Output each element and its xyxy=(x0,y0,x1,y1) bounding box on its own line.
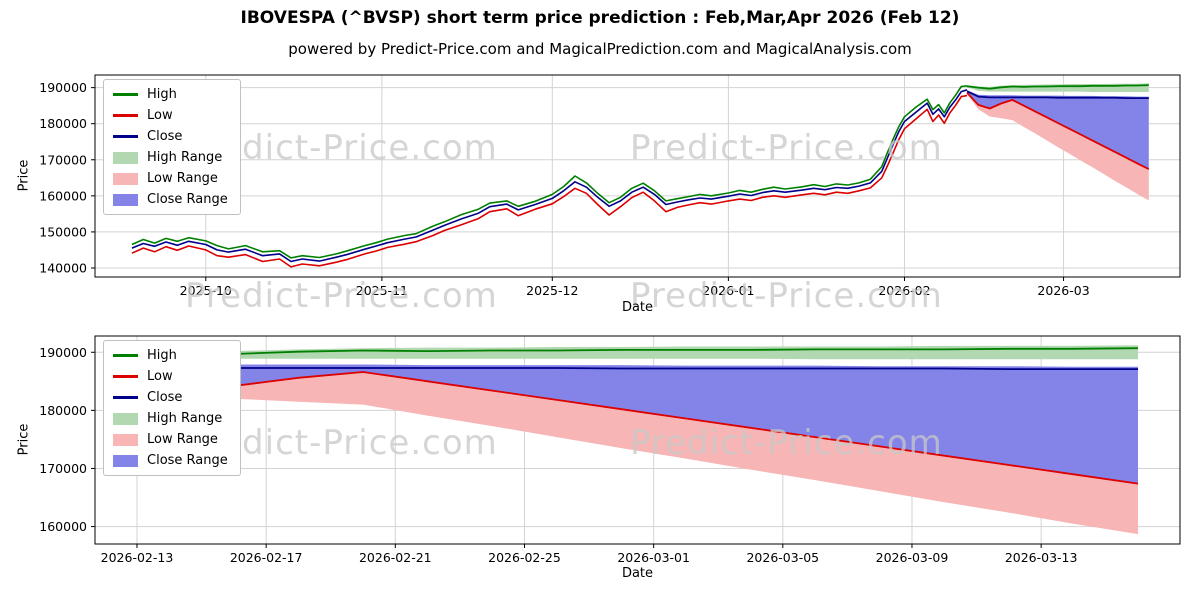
close-range-swatch xyxy=(113,193,138,206)
close-line-swatch xyxy=(113,396,138,399)
legend-item-high: High xyxy=(113,87,228,102)
legend-label: Close xyxy=(147,390,183,405)
legend-item-low-range: Low Range xyxy=(113,432,228,447)
chart-title: IBOVESPA (^BVSP) short term price predic… xyxy=(240,8,960,28)
svg-text:170000: 170000 xyxy=(39,461,87,476)
legend-label: High Range xyxy=(147,411,223,426)
legend-bottom: High Low Close High Range Low Range Clos… xyxy=(103,340,241,476)
x-axis-label-bottom: Date xyxy=(621,566,654,581)
legend-item-high-range: High Range xyxy=(113,411,228,426)
low-line-swatch xyxy=(113,375,138,378)
svg-text:2026-02: 2026-02 xyxy=(878,283,930,298)
legend-label: High xyxy=(147,348,177,363)
y-axis-label-bottom: Price xyxy=(16,423,32,456)
close-range-swatch xyxy=(113,454,138,467)
legend-top: High Low Close High Range Low Range Clos… xyxy=(103,79,241,215)
price-history-chart: 140000 150000 160000 170000 180000 190000 2025… xyxy=(39,74,1181,298)
low-line-swatch xyxy=(113,114,138,117)
svg-text:2025-10: 2025-10 xyxy=(180,283,232,298)
svg-text:140000: 140000 xyxy=(39,260,87,275)
legend-label: Close Range xyxy=(147,453,228,468)
svg-text:2026-02-25: 2026-02-25 xyxy=(488,550,561,565)
legend-item-high: High xyxy=(113,348,228,363)
svg-text:2025-12: 2025-12 xyxy=(526,283,578,298)
legend-item-low: Low xyxy=(113,369,228,384)
svg-text:2026-02-17: 2026-02-17 xyxy=(230,550,303,565)
svg-text:180000: 180000 xyxy=(39,116,87,131)
low-range-swatch xyxy=(113,172,138,185)
high-range-swatch xyxy=(113,151,138,164)
legend-label: Low xyxy=(147,369,173,384)
legend-item-close: Close xyxy=(113,129,228,144)
high-range-swatch xyxy=(113,412,138,425)
legend-label: Close xyxy=(147,129,183,144)
close-line-swatch xyxy=(113,135,138,138)
price-forecast-chart: 160000 170000 180000 190000 2026-02-13 2026-0… xyxy=(39,335,1181,565)
svg-text:150000: 150000 xyxy=(39,224,87,239)
svg-text:170000: 170000 xyxy=(39,152,87,167)
legend-item-close-range: Close Range xyxy=(113,192,228,207)
svg-text:180000: 180000 xyxy=(39,403,87,418)
svg-text:2025-11: 2025-11 xyxy=(356,283,408,298)
legend-label: Low xyxy=(147,108,173,123)
y-axis-label-top: Price xyxy=(16,159,32,192)
legend-label: Low Range xyxy=(147,171,218,186)
high-line-swatch xyxy=(113,93,138,96)
svg-text:2026-01: 2026-01 xyxy=(702,283,754,298)
svg-text:2026-03-05: 2026-03-05 xyxy=(746,550,819,565)
x-axis-label-top: Date xyxy=(621,300,654,315)
legend-item-high-range: High Range xyxy=(113,150,228,165)
legend-item-close: Close xyxy=(113,390,228,405)
svg-text:2026-03-01: 2026-03-01 xyxy=(617,550,690,565)
legend-label: High Range xyxy=(147,150,223,165)
svg-text:190000: 190000 xyxy=(39,345,87,360)
svg-text:2026-02-21: 2026-02-21 xyxy=(359,550,432,565)
legend-label: Low Range xyxy=(147,432,218,447)
svg-text:160000: 160000 xyxy=(39,519,87,534)
legend-item-low-range: Low Range xyxy=(113,171,228,186)
legend-label: Close Range xyxy=(147,192,228,207)
svg-text:190000: 190000 xyxy=(39,80,87,95)
svg-text:160000: 160000 xyxy=(39,188,87,203)
svg-text:2026-03-13: 2026-03-13 xyxy=(1005,550,1078,565)
legend-item-low: Low xyxy=(113,108,228,123)
legend-label: High xyxy=(147,87,177,102)
high-line-swatch xyxy=(113,354,138,357)
low-range-swatch xyxy=(113,433,138,446)
chart-subtitle: powered by Predict-Price.com and Magical… xyxy=(288,40,912,58)
svg-text:2026-03: 2026-03 xyxy=(1037,283,1089,298)
svg-text:2026-02-13: 2026-02-13 xyxy=(101,550,174,565)
legend-item-close-range: Close Range xyxy=(113,453,228,468)
svg-text:2026-03-09: 2026-03-09 xyxy=(876,550,949,565)
